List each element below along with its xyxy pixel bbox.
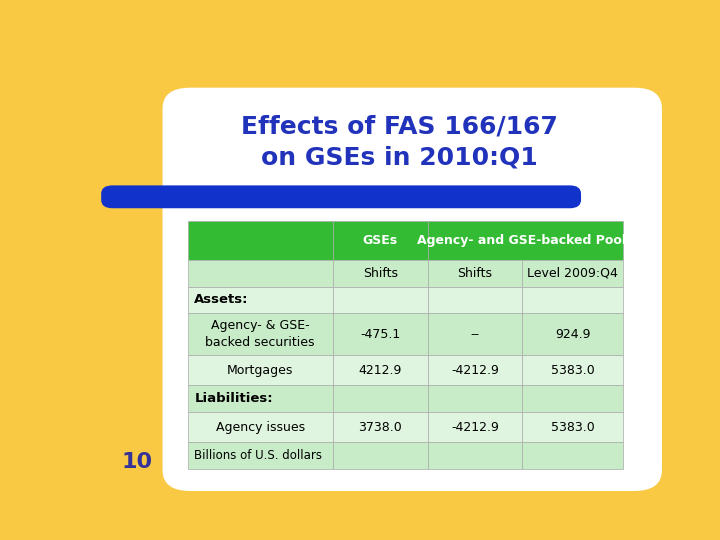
Text: 3738.0: 3738.0 bbox=[359, 421, 402, 434]
Bar bbox=[188, 412, 333, 442]
Text: Billions of U.S. dollars: Billions of U.S. dollars bbox=[194, 449, 323, 462]
Text: GSEs: GSEs bbox=[363, 234, 397, 247]
Bar bbox=[188, 355, 333, 385]
Text: 5383.0: 5383.0 bbox=[551, 421, 595, 434]
Text: -475.1: -475.1 bbox=[360, 328, 400, 341]
Text: Agency- & GSE-
backed securities: Agency- & GSE- backed securities bbox=[205, 319, 315, 349]
Bar bbox=[333, 355, 428, 385]
Text: Level 2009:Q4: Level 2009:Q4 bbox=[527, 267, 618, 280]
Bar bbox=[333, 313, 428, 355]
Bar bbox=[523, 313, 623, 355]
Bar bbox=[428, 260, 523, 287]
Bar bbox=[188, 442, 333, 469]
Text: Liabilities:: Liabilities: bbox=[194, 392, 273, 405]
Bar bbox=[523, 412, 623, 442]
Bar bbox=[523, 355, 623, 385]
Bar bbox=[523, 385, 623, 412]
Bar bbox=[428, 313, 523, 355]
FancyBboxPatch shape bbox=[163, 87, 662, 491]
Text: 4212.9: 4212.9 bbox=[359, 364, 402, 377]
Bar bbox=[333, 385, 428, 412]
Bar bbox=[333, 260, 428, 287]
Bar bbox=[176, 456, 648, 481]
Text: Effects of FAS 166/167
on GSEs in 2010:Q1: Effects of FAS 166/167 on GSEs in 2010:Q… bbox=[241, 114, 558, 169]
Text: -4212.9: -4212.9 bbox=[451, 364, 499, 377]
Bar bbox=[333, 287, 428, 313]
Bar bbox=[333, 442, 428, 469]
Text: 10: 10 bbox=[122, 452, 153, 472]
Bar bbox=[428, 355, 523, 385]
Bar bbox=[188, 313, 333, 355]
Text: Agency- and GSE-backed Pools: Agency- and GSE-backed Pools bbox=[417, 234, 634, 247]
Text: 924.9: 924.9 bbox=[555, 328, 590, 341]
Text: --: -- bbox=[471, 328, 480, 341]
FancyBboxPatch shape bbox=[101, 185, 581, 208]
Bar bbox=[188, 287, 333, 313]
Bar bbox=[428, 287, 523, 313]
Bar bbox=[188, 221, 333, 260]
Text: Shifts: Shifts bbox=[457, 267, 492, 280]
Bar bbox=[188, 385, 333, 412]
Bar bbox=[428, 412, 523, 442]
Bar bbox=[523, 287, 623, 313]
Bar bbox=[333, 412, 428, 442]
Bar bbox=[428, 385, 523, 412]
Bar bbox=[428, 442, 523, 469]
Text: Agency issues: Agency issues bbox=[215, 421, 305, 434]
Text: -4212.9: -4212.9 bbox=[451, 421, 499, 434]
Bar bbox=[523, 442, 623, 469]
Bar bbox=[428, 221, 623, 260]
Text: Shifts: Shifts bbox=[363, 267, 397, 280]
Bar bbox=[188, 260, 333, 287]
Text: 5383.0: 5383.0 bbox=[551, 364, 595, 377]
Text: Mortgages: Mortgages bbox=[227, 364, 293, 377]
Bar bbox=[523, 260, 623, 287]
Text: Assets:: Assets: bbox=[194, 293, 249, 307]
Bar bbox=[333, 221, 428, 260]
